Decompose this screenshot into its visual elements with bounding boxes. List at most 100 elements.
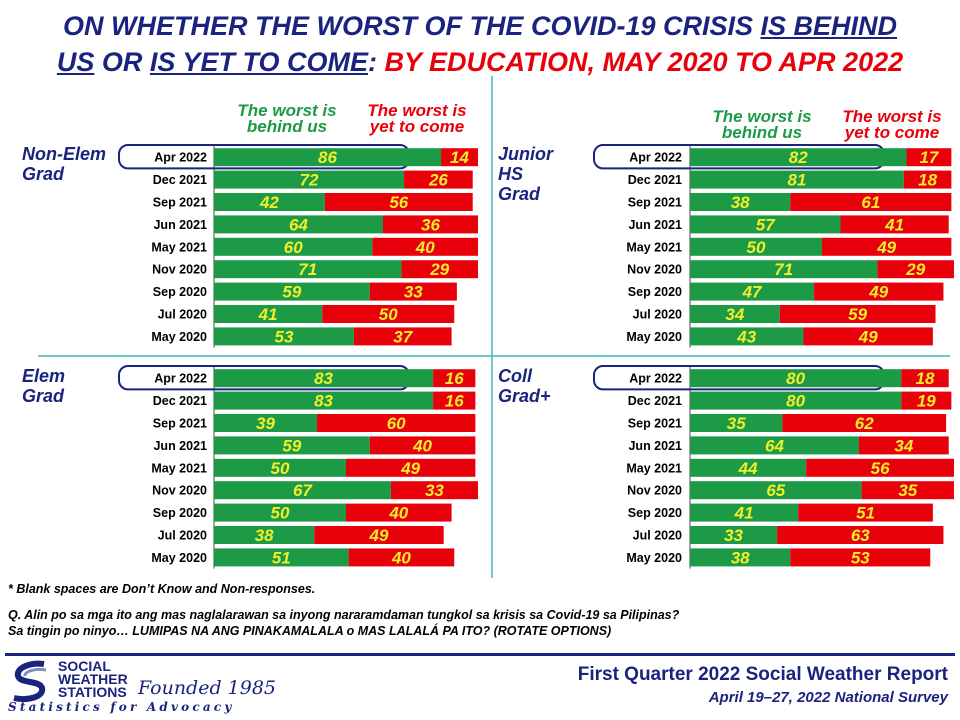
bar-behind [690, 193, 791, 211]
bar-behind [690, 260, 878, 279]
value-label-yet: 17 [919, 148, 939, 167]
value-label-behind: 86 [318, 148, 337, 167]
category-label: Apr 2022 [154, 372, 207, 386]
value-label-yet: 61 [861, 193, 880, 212]
bar-behind [690, 282, 815, 301]
value-label-yet: 26 [428, 171, 448, 190]
bar-yet [348, 548, 455, 567]
logo-line-1: SOCIAL [58, 658, 111, 674]
category-label: Apr 2022 [154, 151, 207, 165]
value-label-yet: 60 [387, 414, 406, 433]
bar-yet [858, 436, 949, 455]
bar-yet [777, 526, 944, 544]
value-label-yet: 36 [421, 215, 440, 234]
bar-behind [690, 305, 780, 323]
title-part: : [367, 47, 385, 77]
bar-behind [690, 414, 783, 432]
category-label: Jul 2020 [633, 529, 682, 543]
bar-behind [214, 481, 391, 500]
bar-yet [322, 305, 455, 323]
bar-behind [690, 526, 778, 544]
value-label-yet: 56 [389, 193, 408, 212]
value-label-behind: 47 [742, 283, 763, 302]
value-label-behind: 81 [787, 171, 806, 190]
category-label: Dec 2021 [153, 394, 207, 408]
category-label: Jun 2021 [628, 218, 682, 232]
bar-yet [806, 458, 954, 477]
value-label-behind: 50 [747, 238, 766, 257]
title-part-red: BY EDUCATION, MAY 2020 TO APR 2022 [384, 47, 904, 77]
bar-yet [803, 327, 933, 346]
category-label: May 2020 [151, 551, 207, 565]
value-label-yet: 18 [915, 369, 934, 388]
value-label-behind: 57 [756, 215, 776, 234]
value-label-behind: 44 [738, 459, 758, 478]
value-label-behind: 41 [258, 305, 278, 324]
legend-label: The worst is [712, 107, 811, 126]
value-label-yet: 16 [445, 369, 464, 388]
category-label: May 2020 [151, 330, 207, 344]
bar-behind [214, 391, 434, 410]
bar-behind [690, 369, 902, 388]
bar-behind [690, 481, 862, 500]
value-label-yet: 49 [400, 459, 420, 478]
value-label-yet: 29 [429, 260, 449, 279]
category-label: Apr 2022 [629, 151, 682, 165]
title-part-underlined: IS YET TO COME [149, 47, 368, 77]
value-label-behind: 64 [765, 436, 784, 455]
logo-line-2: WEATHER [58, 671, 128, 687]
category-label: Jun 2021 [153, 439, 207, 453]
bar-behind [214, 548, 349, 567]
logo-tagline: Statistics for Advocacy [8, 700, 235, 714]
legend-label: yet to come [369, 117, 464, 136]
value-label-yet: 40 [391, 548, 411, 567]
bar-behind [214, 526, 315, 544]
value-label-yet: 49 [858, 327, 878, 346]
title-part-underlined: US [56, 47, 95, 77]
value-label-yet: 19 [917, 392, 936, 411]
category-label: May 2021 [626, 461, 682, 475]
bar-behind [690, 391, 902, 410]
category-label: May 2021 [151, 461, 207, 475]
bar-behind [214, 327, 354, 346]
question-line-1: Q. Alin po sa mga ito ang mas naglalaraw… [8, 608, 680, 622]
bar-yet [372, 237, 478, 256]
bar-yet [346, 458, 476, 477]
bar-behind [690, 327, 804, 346]
value-label-behind: 38 [255, 526, 274, 545]
bar-behind [214, 148, 442, 167]
category-label: May 2020 [626, 330, 682, 344]
footnote: * Blank spaces are Don’t Know and Non-re… [8, 582, 316, 596]
bar-behind [214, 503, 346, 522]
bar-behind [214, 305, 323, 323]
value-label-yet: 56 [871, 459, 890, 478]
bar-yet [353, 327, 452, 346]
value-label-behind: 42 [259, 193, 279, 212]
bar-yet [798, 503, 933, 522]
group-label: Elem [22, 366, 65, 386]
category-label: Sep 2020 [153, 506, 207, 520]
bar-yet [901, 369, 949, 388]
legend-label: behind us [247, 117, 327, 136]
value-label-behind: 82 [789, 148, 808, 167]
bar-yet [382, 215, 478, 234]
bar-yet [346, 503, 452, 522]
group-label: Grad [22, 386, 65, 406]
legend-label: yet to come [844, 123, 939, 142]
value-label-behind: 39 [256, 414, 275, 433]
group-label: Grad [22, 164, 65, 184]
bar-behind [214, 436, 370, 455]
title-part: ON WHETHER THE WORST OF THE COVID-19 CRI… [62, 11, 761, 41]
category-label: Dec 2021 [628, 394, 682, 408]
bar-yet [390, 481, 478, 500]
value-label-behind: 41 [734, 504, 754, 523]
legend-label: The worst is [367, 101, 466, 120]
title-part: OR [94, 47, 150, 77]
category-label: Dec 2021 [628, 173, 682, 187]
question-line-2: Sa tingin po ninyo… LUMIPAS NA ANG PINAK… [8, 624, 612, 638]
value-label-behind: 35 [727, 414, 746, 433]
category-label: Sep 2020 [628, 506, 682, 520]
value-label-yet: 63 [851, 526, 870, 545]
bar-yet [314, 526, 444, 544]
bar-yet [822, 237, 952, 256]
